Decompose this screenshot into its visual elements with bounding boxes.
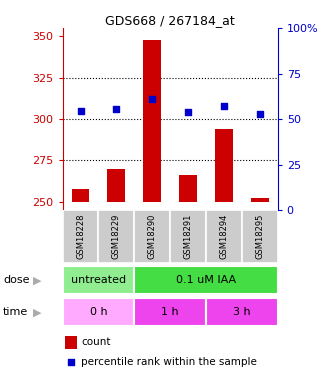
- Text: time: time: [3, 307, 29, 317]
- Point: [114, 106, 119, 112]
- Bar: [242, 210, 278, 262]
- Text: GSM18228: GSM18228: [76, 213, 85, 259]
- Point: [257, 111, 262, 117]
- Point: [221, 103, 226, 109]
- Text: GSM18294: GSM18294: [219, 214, 229, 259]
- Bar: [215, 129, 233, 202]
- Bar: [134, 266, 278, 294]
- Text: percentile rank within the sample: percentile rank within the sample: [81, 357, 257, 367]
- Text: ▶: ▶: [33, 307, 41, 317]
- Text: 1 h: 1 h: [161, 307, 179, 317]
- Bar: [72, 189, 90, 202]
- Text: untreated: untreated: [71, 275, 126, 285]
- Bar: [206, 210, 242, 262]
- Bar: [99, 210, 134, 262]
- Bar: [134, 298, 206, 326]
- Text: count: count: [81, 338, 110, 347]
- Bar: [63, 210, 99, 262]
- Text: 3 h: 3 h: [233, 307, 251, 317]
- Text: ▶: ▶: [33, 275, 41, 285]
- Point: [78, 108, 83, 114]
- Bar: [251, 198, 269, 202]
- Bar: [63, 298, 134, 326]
- Point: [186, 110, 191, 116]
- Bar: [134, 210, 170, 262]
- Text: 0.1 uM IAA: 0.1 uM IAA: [176, 275, 236, 285]
- Bar: [206, 298, 278, 326]
- Text: 0 h: 0 h: [90, 307, 107, 317]
- Text: dose: dose: [3, 275, 30, 285]
- Text: GSM18290: GSM18290: [148, 214, 157, 259]
- Bar: [63, 266, 134, 294]
- Text: GSM18291: GSM18291: [184, 214, 193, 259]
- Text: GSM18295: GSM18295: [255, 214, 264, 259]
- Bar: [179, 175, 197, 202]
- Point: [68, 359, 73, 365]
- Text: GSM18229: GSM18229: [112, 214, 121, 259]
- Point: [150, 96, 155, 102]
- Bar: [170, 210, 206, 262]
- Title: GDS668 / 267184_at: GDS668 / 267184_at: [105, 14, 235, 27]
- Bar: [143, 40, 161, 202]
- Bar: [108, 169, 125, 202]
- Bar: [65, 336, 77, 349]
